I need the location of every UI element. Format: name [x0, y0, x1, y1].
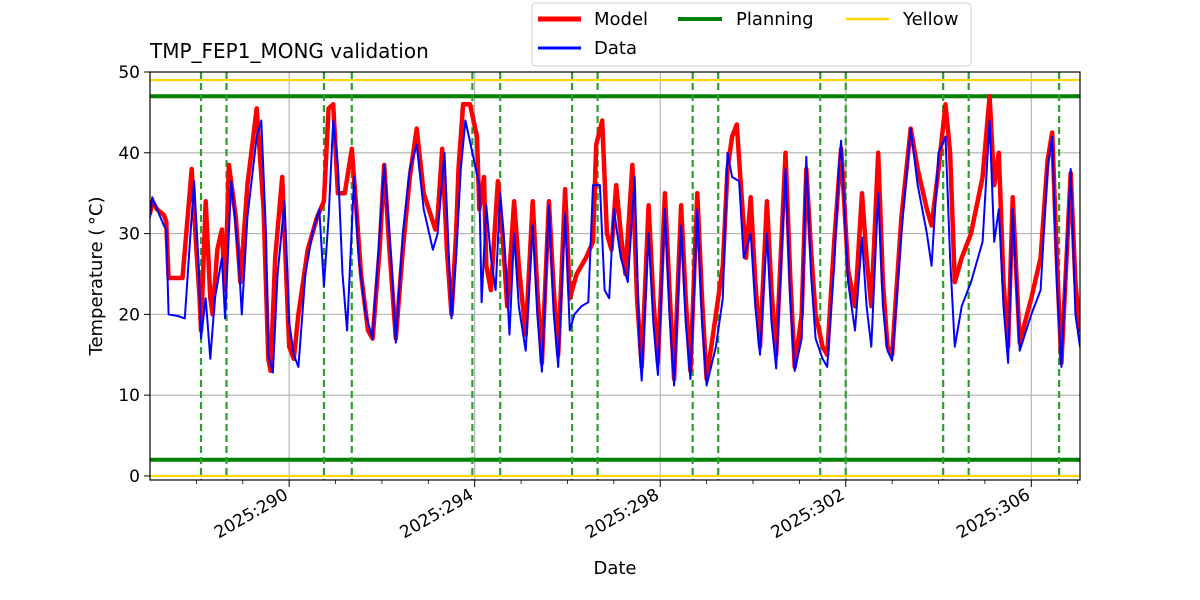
chart-title: TMP_FEP1_MONG validation [149, 39, 429, 63]
x-tick-label: 2025:294 [397, 485, 478, 543]
y-tick-label: 50 [118, 63, 140, 83]
x-axis-ticks: 2025:290 2025:294 2025:298 2025:302 2025:306 [195, 480, 1079, 543]
series-line-model [150, 93, 1080, 382]
y-tick-label: 30 [118, 225, 140, 245]
y-tick-label: 20 [118, 305, 140, 325]
legend-item-planning: Planning [678, 9, 814, 30]
legend: Model Data Planning Yellow [531, 2, 972, 67]
y-axis-label: Temperature ( °C) [86, 197, 107, 357]
limit-lines [150, 78, 1080, 478]
series-lines [150, 93, 1080, 387]
legend-item-yellow: Yellow [846, 9, 958, 30]
event-lines [199, 72, 1061, 480]
y-tick-label: 40 [118, 144, 140, 164]
y-axis-ticks: 0 10 20 30 40 50 [118, 63, 150, 487]
legend-item-data: Data [538, 38, 637, 59]
x-tick-label: 2025:302 [768, 485, 849, 543]
legend-label-data: Data [594, 38, 637, 59]
legend-label-yellow: Yellow [902, 9, 958, 30]
x-tick-label: 2025:298 [582, 485, 663, 543]
legend-item-model: Model [538, 9, 648, 30]
series-line-data [150, 119, 1080, 387]
x-tick-label: 2025:306 [953, 485, 1034, 543]
x-axis-label: Date [593, 558, 636, 579]
y-tick-label: 0 [129, 467, 140, 487]
y-tick-label: 10 [118, 386, 140, 406]
plot-frame [149, 71, 1081, 481]
legend-label-planning: Planning [736, 9, 814, 30]
legend-label-model: Model [594, 9, 648, 30]
x-tick-label: 2025:290 [211, 485, 292, 543]
